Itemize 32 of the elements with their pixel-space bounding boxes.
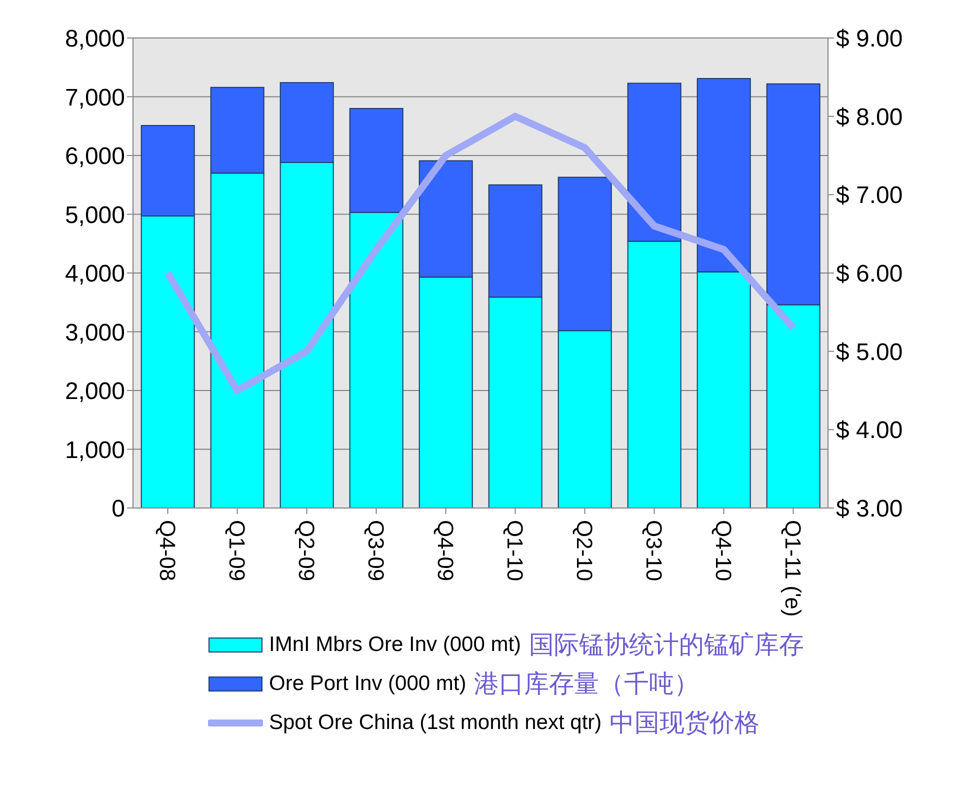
x-tick-label: Q2-10 [572, 520, 598, 582]
y-tick-label: 3,000 [64, 319, 125, 346]
x-tick-label: Q1-09 [224, 520, 250, 582]
y-tick-label: 5,000 [64, 202, 125, 229]
x-tick-label: Q1-11 ('e) [780, 520, 806, 617]
legend-label: Spot Ore China (1st month next qtr) [269, 710, 602, 734]
y-tick-label: 8,000 [64, 26, 125, 53]
legend-label: IMnI Mbrs Ore Inv (000 mt) [269, 632, 522, 656]
y2-tick-label: $ 7.00 [836, 182, 903, 210]
y-tick-label: 7,000 [64, 84, 125, 112]
x-tick-label: Q4-08 [155, 520, 180, 582]
x-tick-label: Q3-10 [642, 520, 667, 582]
text: 国际锰协统计的锰矿库存 [529, 629, 804, 661]
y-tick-label: 4,000 [64, 260, 125, 288]
y2-tick-label: $ 8.00 [836, 104, 903, 131]
x-tick-label: Q4-10 [711, 520, 736, 582]
text: 中国现货价格 [610, 707, 760, 739]
y2-tick-label: $ 4.00 [836, 417, 903, 444]
legend-label: Ore Port Inv (000 mt) [269, 672, 466, 696]
y2-tick-label: $ 9.00 [836, 26, 903, 53]
y-tick-label: 2,000 [64, 378, 125, 406]
y-tick-label: 6,000 [64, 143, 125, 170]
y2-tick-label: $ 6.00 [836, 260, 903, 288]
text: 港口库存量（千吨） [474, 668, 700, 700]
x-tick-label: Q2-09 [294, 520, 320, 582]
y2-tick-label: $ 5.00 [836, 338, 903, 366]
y2-tick-label: $ 3.00 [836, 496, 903, 523]
x-tick-label: Q1-10 [502, 520, 528, 582]
y-tick-label: 0 [112, 496, 125, 523]
x-tick-label: Q3-09 [364, 520, 389, 582]
x-tick-label: Q4-09 [433, 520, 458, 582]
y-tick-label: 1,000 [64, 436, 125, 464]
